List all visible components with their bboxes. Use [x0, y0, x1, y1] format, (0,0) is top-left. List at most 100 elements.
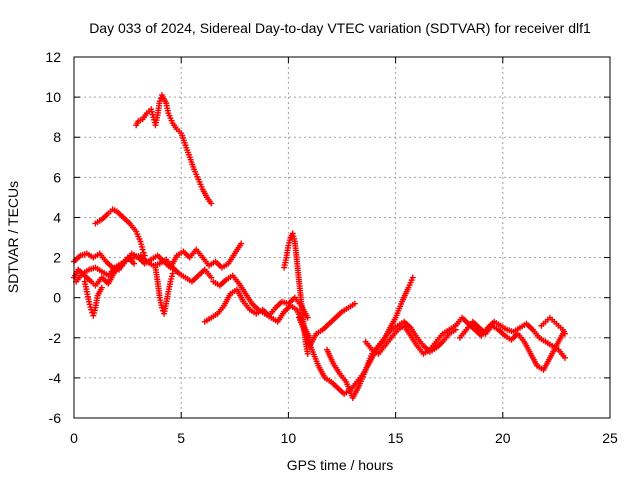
- data-marker: [194, 173, 201, 180]
- x-tick-label: 25: [602, 430, 618, 446]
- data-marker: [77, 272, 84, 279]
- data-marker: [398, 300, 405, 307]
- data-marker: [495, 321, 502, 328]
- y-tick-label: 8: [53, 129, 61, 145]
- y-tick-label: 0: [53, 290, 61, 306]
- data-marker: [198, 252, 205, 259]
- plot-frame: [73, 56, 611, 419]
- data-marker: [162, 303, 169, 310]
- data-marker: [349, 302, 356, 309]
- data-marker: [136, 236, 143, 243]
- data-marker: [337, 310, 344, 317]
- data-series-16: [538, 314, 568, 337]
- data-marker: [107, 263, 114, 270]
- data-marker: [206, 198, 213, 205]
- data-marker: [533, 360, 540, 367]
- data-marker: [156, 292, 163, 299]
- data-marker: [122, 257, 129, 264]
- data-marker: [83, 286, 90, 293]
- data-marker: [386, 336, 393, 343]
- data-marker: [418, 340, 425, 347]
- data-marker: [128, 255, 135, 262]
- data-marker: [317, 328, 324, 335]
- data-series-3: [81, 278, 105, 319]
- data-marker: [557, 324, 564, 331]
- data-marker: [154, 261, 161, 268]
- y-tick-label: -4: [49, 370, 62, 386]
- data-marker: [140, 249, 147, 256]
- data-marker: [223, 261, 230, 268]
- data-marker: [560, 328, 567, 335]
- data-marker: [343, 306, 350, 313]
- data-marker: [176, 128, 183, 135]
- data-series-5: [73, 252, 215, 285]
- data-marker: [168, 117, 175, 124]
- data-marker: [277, 300, 284, 307]
- data-marker: [190, 163, 197, 170]
- data-marker: [461, 328, 468, 335]
- data-marker: [283, 300, 290, 307]
- data-marker: [361, 369, 368, 376]
- data-marker: [404, 286, 411, 293]
- data-marker: [560, 352, 567, 359]
- data-marker: [85, 296, 92, 303]
- chart-title: Day 033 of 2024, Sidereal Day-to-day VTE…: [89, 20, 591, 36]
- data-marker: [180, 273, 187, 280]
- data-marker: [558, 332, 565, 339]
- data-marker: [142, 112, 149, 119]
- data-marker: [540, 320, 547, 327]
- data-marker: [330, 316, 337, 323]
- data-marker: [546, 341, 553, 348]
- y-tick-label: 10: [45, 89, 61, 105]
- data-marker: [424, 348, 431, 355]
- data-marker: [241, 288, 248, 295]
- x-tick-label: 15: [388, 430, 404, 446]
- data-marker: [540, 337, 547, 344]
- y-tick-label: -6: [49, 410, 62, 426]
- data-marker: [103, 211, 110, 218]
- data-marker: [412, 340, 419, 347]
- data-marker: [164, 291, 171, 298]
- data-marker: [111, 207, 118, 214]
- data-marker: [156, 100, 163, 107]
- data-marker: [408, 277, 415, 284]
- x-tick-label: 5: [177, 430, 185, 446]
- data-marker: [202, 192, 209, 199]
- data-marker: [174, 269, 181, 276]
- data-marker: [236, 242, 243, 249]
- data-marker: [438, 340, 445, 347]
- data-marker: [135, 253, 142, 260]
- data-series-15: [456, 318, 566, 373]
- data-marker: [552, 344, 559, 351]
- data-marker: [431, 340, 438, 347]
- data-marker: [335, 368, 342, 375]
- data-marker: [166, 281, 173, 288]
- data-marker: [534, 332, 541, 339]
- data-marker: [380, 336, 387, 343]
- data-marker: [86, 277, 93, 284]
- data-marker: [172, 124, 179, 131]
- data-marker: [304, 348, 311, 355]
- data-marker: [162, 98, 169, 105]
- data-marker: [470, 325, 477, 332]
- x-axis-label: GPS time / hours: [287, 457, 394, 473]
- data-marker: [75, 254, 82, 261]
- data-marker: [116, 261, 123, 268]
- data-marker: [219, 304, 226, 311]
- data-marker: [101, 256, 108, 263]
- data-marker: [198, 183, 205, 190]
- y-axis-label: SDTVAR / TECUs: [5, 181, 21, 293]
- data-marker: [386, 328, 393, 335]
- data-marker: [239, 296, 246, 303]
- x-tick-label: 20: [495, 430, 511, 446]
- data-marker: [333, 383, 340, 390]
- data-marker: [226, 292, 233, 299]
- data-marker: [282, 257, 289, 264]
- data-marker: [368, 353, 375, 360]
- data-marker: [391, 316, 398, 323]
- y-tick-label: 2: [53, 250, 61, 266]
- data-marker: [110, 266, 117, 273]
- data-marker: [149, 111, 156, 118]
- data-marker: [380, 344, 387, 351]
